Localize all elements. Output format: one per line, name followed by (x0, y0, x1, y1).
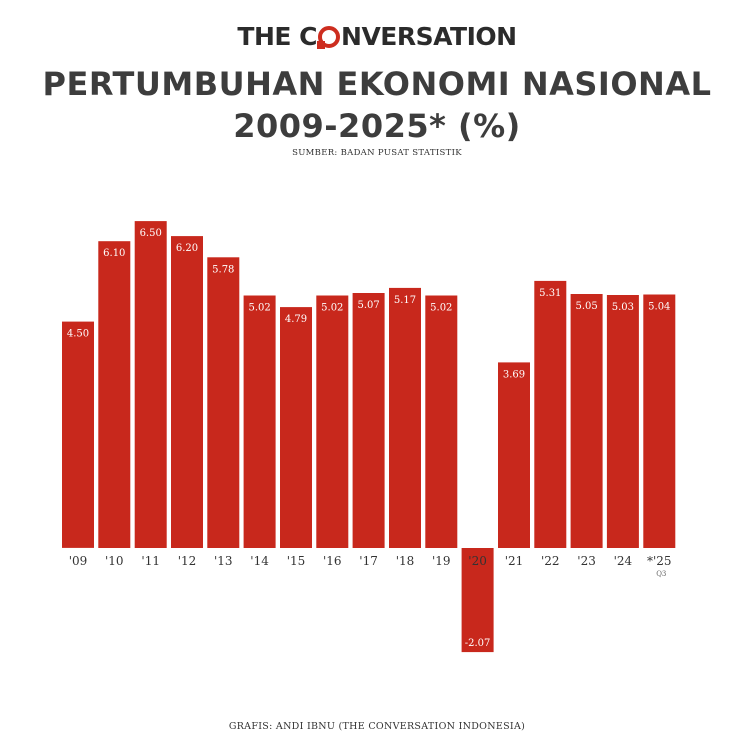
x-tick-label-4: '13 (214, 554, 233, 568)
x-tick-label-16: *'25 (647, 554, 672, 568)
credit-note: GRAFIS: ANDI IBNU (THE CONVERSATION INDO… (228, 721, 526, 732)
bar-value-label-13: 5.31 (539, 288, 561, 299)
bar-value-label-11: -2.07 (465, 638, 491, 649)
bar-6 (280, 307, 312, 548)
x-tick-label-2: '11 (141, 554, 160, 568)
bar-1 (98, 241, 131, 548)
x-tick-label-9: '18 (396, 554, 415, 568)
brand-logo: THE C NVERSATION (0, 22, 754, 51)
bar-value-label-9: 5.17 (394, 295, 416, 306)
bar-3 (171, 236, 203, 548)
bar-value-label-14: 5.05 (575, 301, 597, 312)
bar-value-label-0: 4.50 (67, 329, 89, 340)
bar-0 (62, 321, 94, 548)
bar-value-label-8: 5.07 (357, 300, 379, 311)
bar-4 (207, 257, 240, 548)
bar-value-label-2: 6.50 (140, 228, 162, 239)
x-tick-label-1: '10 (105, 554, 124, 568)
x-tick-label-12: '21 (505, 554, 524, 568)
brand-suffix: NVERSATION (341, 22, 517, 51)
x-tick-label-0: '09 (69, 554, 88, 568)
x-tick-label-11: '20 (468, 554, 487, 568)
x-tick-label-7: '16 (323, 554, 342, 568)
bar-value-label-10: 5.02 (430, 303, 452, 314)
bar-10 (425, 295, 458, 548)
source-note: SUMBER: BADAN PUSAT STATISTIK (292, 148, 462, 158)
bar-value-label-1: 6.10 (103, 248, 125, 259)
x-tick-label-3: '12 (178, 554, 197, 568)
bar-value-label-12: 3.69 (503, 369, 525, 380)
x-tick-label-10: '19 (432, 554, 451, 568)
x-tick-label-5: '14 (250, 554, 269, 568)
bar-7 (316, 295, 349, 548)
bars-group: 4.50 '09 6.10 '10 6.50 '11 6.20 '12 5.78 '13 5.02 '… (62, 221, 676, 653)
chart-title-line2: 2009-2025* (%) (233, 107, 521, 145)
x-tick-note-16: Q3 (656, 570, 666, 578)
bar-9 (389, 287, 421, 548)
chart-title-line1: PERTUMBUHAN EKONOMI NASIONAL (42, 65, 712, 103)
bar-13 (534, 280, 567, 548)
bar-value-label-5: 5.02 (248, 303, 270, 314)
bar-value-label-7: 5.02 (321, 303, 343, 314)
bar-value-label-6: 4.79 (285, 314, 307, 325)
bar-value-label-15: 5.03 (612, 302, 634, 313)
bar-8 (352, 293, 385, 548)
bar-5 (243, 295, 276, 548)
x-tick-label-13: '22 (541, 554, 560, 568)
x-tick-label-15: '24 (614, 554, 633, 568)
brand-prefix: THE C (237, 22, 318, 51)
bar-11 (461, 548, 494, 653)
x-tick-label-14: '23 (577, 554, 596, 568)
bar-12 (498, 362, 530, 548)
bar-value-label-4: 5.78 (212, 264, 234, 275)
x-tick-label-8: '17 (359, 554, 378, 568)
bar-16 (643, 294, 676, 548)
speech-bubble-o-icon (317, 25, 341, 49)
bar-value-label-16: 5.04 (648, 302, 670, 313)
x-tick-label-6: '15 (287, 554, 306, 568)
bar-value-label-3: 6.20 (176, 243, 198, 254)
bar-2 (134, 221, 167, 548)
bar-14 (570, 294, 603, 548)
bar-15 (606, 295, 639, 548)
